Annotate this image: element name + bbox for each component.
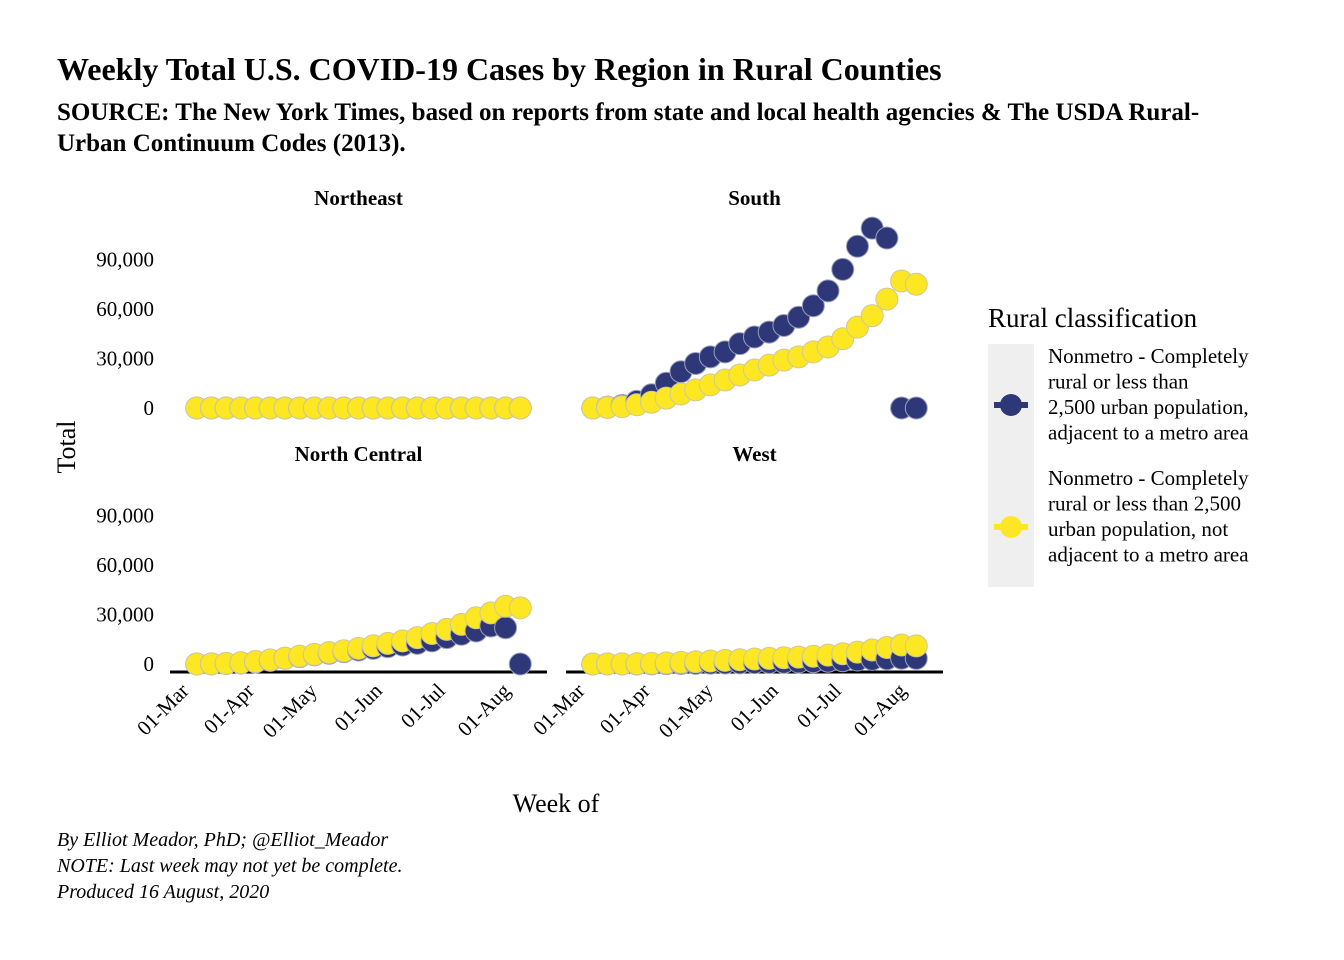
point-adjacent <box>831 257 855 281</box>
chart-panels: Northeast 0 30,000 60,000 90,000 South North C… <box>96 186 943 743</box>
legend-key-background <box>988 344 1034 587</box>
caption: By Elliot Meador, PhD; @Elliot_Meador NO… <box>57 827 402 905</box>
legend: Rural classification Nonmetro - Complete… <box>988 303 1249 587</box>
legend-label-line: urban population, not <box>1048 517 1228 541</box>
y-axis-title: Total <box>52 420 81 473</box>
facet-south: South <box>581 186 928 420</box>
legend-label: Nonmetro - Completely rural or less than 2… <box>1048 344 1249 445</box>
legend-label: Nonmetro - Completely rural or less than … <box>1048 466 1249 567</box>
x-tick-label: 01-Mar <box>132 679 194 741</box>
caption-note: NOTE: Last week may not yet be complete. <box>57 855 403 877</box>
y-tick-label: 30,000 <box>96 347 154 371</box>
y-tick-label: 30,000 <box>96 603 154 627</box>
legend-key-marker <box>1000 516 1022 538</box>
legend-label-line: Nonmetro - Completely <box>1048 344 1249 368</box>
facet-title: North Central <box>295 442 423 466</box>
y-tick-label: 0 <box>144 652 155 676</box>
point-adjacent <box>801 294 825 318</box>
point-not-adjacent <box>904 634 928 658</box>
point-not-adjacent <box>860 304 884 328</box>
y-tick-label: 60,000 <box>96 553 154 577</box>
point-adjacent <box>904 396 928 420</box>
x-tick-label: 01-Jun <box>329 678 387 736</box>
x-tick-label: 01-Aug <box>453 678 516 741</box>
point-not-adjacent <box>508 596 532 620</box>
facet-west: West 01-Mar 01-Apr 01-May 01-Jun 01-Jul 01-Aug <box>528 442 943 743</box>
x-tick-label: 01-Jun <box>725 678 783 736</box>
legend-label-line: Nonmetro - Completely <box>1048 466 1249 490</box>
point-adjacent <box>816 279 840 303</box>
legend-label-line: rural or less than 2,500 <box>1048 492 1241 516</box>
legend-label-line: adjacent to a metro area <box>1048 421 1249 445</box>
facet-northeast: Northeast 0 30,000 60,000 90,000 <box>96 186 532 420</box>
caption-date: Produced 16 August, 2020 <box>57 881 270 903</box>
point-adjacent <box>508 652 532 676</box>
x-tick-label: 01-Aug <box>849 678 912 741</box>
legend-title: Rural classification <box>988 303 1198 333</box>
point-not-adjacent <box>508 396 532 420</box>
y-tick-label: 90,000 <box>96 248 154 272</box>
x-tick-label: 01-Jul <box>396 678 450 732</box>
chart-title: Weekly Total U.S. COVID-19 Cases by Regi… <box>57 51 942 87</box>
x-tick-label: 01-May <box>654 678 718 742</box>
y-tick-label: 90,000 <box>96 504 154 528</box>
legend-label-line: 2,500 urban population, <box>1048 395 1249 419</box>
x-axis-title: Week of <box>513 789 600 818</box>
facet-title: West <box>732 442 776 466</box>
legend-label-line: adjacent to a metro area <box>1048 543 1249 567</box>
x-tick-label: 01-Mar <box>528 679 590 741</box>
x-tick-label: 01-Jul <box>792 678 846 732</box>
point-adjacent <box>875 226 899 250</box>
point-not-adjacent <box>904 272 928 296</box>
x-tick-label: 01-Apr <box>595 679 655 739</box>
facet-title: South <box>728 186 781 210</box>
facet-title: Northeast <box>314 186 403 210</box>
x-tick-label: 01-May <box>258 678 322 742</box>
caption-author: By Elliot Meador, PhD; @Elliot_Meador <box>57 829 389 851</box>
chart-subtitle: SOURCE: The New York Times, based on rep… <box>57 99 1200 157</box>
legend-label-line: rural or less than <box>1048 370 1189 394</box>
x-tick-label: 01-Apr <box>199 679 259 739</box>
point-adjacent <box>845 234 869 258</box>
y-tick-label: 0 <box>144 396 155 420</box>
point-adjacent <box>494 616 518 640</box>
y-tick-label: 60,000 <box>96 297 154 321</box>
point-not-adjacent <box>875 287 899 311</box>
legend-key-marker <box>1000 394 1022 416</box>
